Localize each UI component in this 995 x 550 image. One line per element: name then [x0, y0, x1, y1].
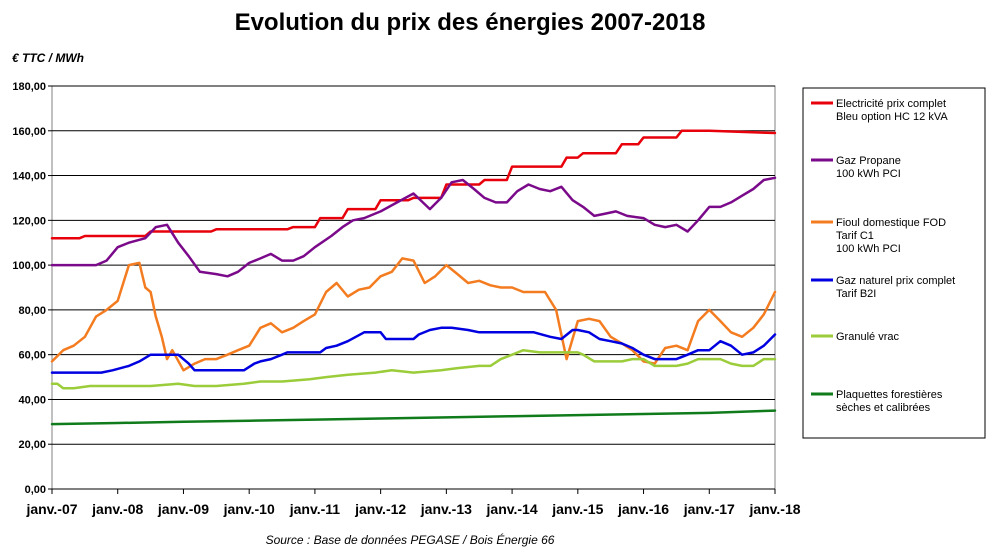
legend-label: Granulé vrac — [836, 331, 899, 343]
x-tick-label: janv.-11 — [289, 501, 341, 517]
legend-label: 100 kWh PCI — [836, 243, 901, 255]
series-line-5 — [50, 348, 777, 390]
plot-area — [51, 85, 776, 490]
y-tick-label: 0,00 — [25, 484, 46, 496]
legend-label: sèches et calibrées — [836, 402, 931, 414]
x-tick-label: janv.-08 — [91, 501, 143, 517]
y-tick-label: 120,00 — [12, 215, 46, 227]
x-tick-label: janv.-13 — [420, 501, 472, 517]
x-tick-label: janv.-10 — [223, 501, 275, 517]
y-tick-label: 20,00 — [18, 439, 46, 451]
series-lines — [50, 129, 777, 426]
x-tick-label: janv.-16 — [617, 501, 669, 517]
legend-label: Bleu option HC 12 kVA — [836, 111, 948, 123]
legend-label: Gaz Propane — [836, 155, 901, 167]
series-line-2 — [50, 176, 777, 278]
y-axis-ticks: 0,00 20,00 40,00 60,00 80,00 100,00 120,00 140,… — [12, 81, 52, 496]
series-line-6 — [50, 409, 777, 426]
legend-label: Plaquettes forestières — [836, 389, 943, 401]
legend-label: Tarif C1 — [836, 230, 874, 242]
x-tick-label: janv.-14 — [486, 501, 538, 517]
legend-item-5: Granulé vrac — [811, 331, 899, 343]
x-tick-label: janv.-07 — [25, 501, 77, 517]
y-tick-label: 160,00 — [12, 126, 46, 138]
x-tick-label: janv.-17 — [683, 501, 735, 517]
y-axis-unit-label: € TTC / MWh — [12, 51, 84, 65]
y-tick-label: 100,00 — [12, 260, 46, 272]
x-tick-label: janv.-18 — [748, 501, 800, 517]
chart-title: Evolution du prix des énergies 2007-2018 — [235, 9, 706, 36]
x-axis-ticks: janv.-07 janv.-08 janv.-09 janv.-10 janv.-11… — [25, 488, 801, 517]
y-tick-label: 140,00 — [12, 171, 46, 183]
x-tick-label: janv.-09 — [157, 501, 209, 517]
legend-label: 100 kWh PCI — [836, 168, 901, 180]
y-tick-label: 80,00 — [18, 305, 46, 317]
y-tick-label: 60,00 — [18, 350, 46, 362]
source-note: Source : Base de données PEGASE / Bois É… — [266, 532, 555, 547]
legend-label: Gaz naturel prix complet — [836, 275, 955, 287]
x-tick-label: janv.-12 — [354, 501, 406, 517]
legend-label: Fioul domestique FOD — [836, 217, 946, 229]
legend-label: Tarif B2I — [836, 288, 876, 300]
legend-label: Electricité prix complet — [836, 98, 946, 110]
y-tick-label: 40,00 — [18, 394, 46, 406]
x-tick-label: janv.-15 — [551, 501, 603, 517]
legend — [802, 87, 986, 439]
y-tick-label: 180,00 — [12, 81, 46, 93]
series-line-4 — [50, 326, 777, 374]
